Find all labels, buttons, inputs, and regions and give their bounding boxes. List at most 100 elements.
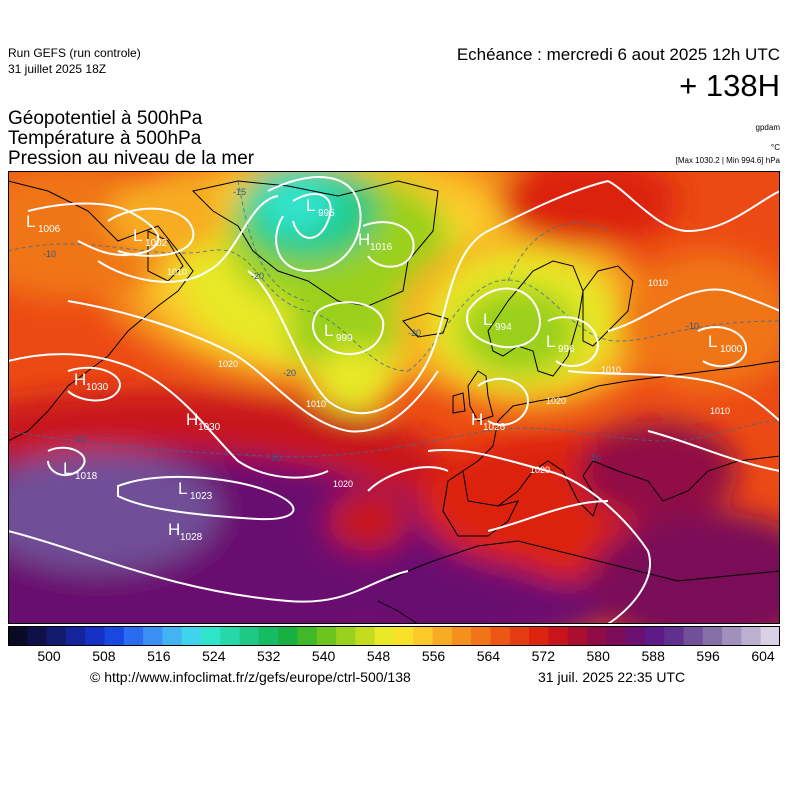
colorbar-swatch <box>201 626 221 646</box>
center-value: 1028 <box>180 532 203 543</box>
center-type: H <box>74 370 86 389</box>
center-value: 1000 <box>720 344 743 355</box>
colorbar-swatch <box>8 626 28 646</box>
center-type: L <box>26 212 35 231</box>
coastlines <box>8 180 780 624</box>
colorbar-swatch <box>104 626 125 646</box>
colorbar-swatch <box>606 626 626 646</box>
isotherm-label: -10 <box>686 321 699 331</box>
isotherm-labels: -15 -20 -20 -20 -10 -10 -10 -10 -10 <box>43 187 699 463</box>
colorbar-swatch <box>181 626 202 646</box>
isotherm-label: -15 <box>233 187 246 197</box>
colorbar-tick-label: 532 <box>257 648 281 664</box>
center-value: 1006 <box>38 224 61 235</box>
weather-map: L 1006 L 1002 L 995 H 1016 L 999 L 994 L 996 L1… <box>8 171 780 624</box>
unit-temperature: °C <box>771 143 780 152</box>
unit-pressure-range: [Max 1030.2 | Min 994.6] hPa <box>675 156 780 165</box>
colorbar-swatch <box>529 626 549 646</box>
center-value: 995 <box>318 208 335 219</box>
colorbar-swatch <box>239 626 260 646</box>
isobar-label: 1010 <box>601 365 621 375</box>
colorbar-swatch <box>65 626 86 646</box>
colorbar-tick-label: 524 <box>202 648 226 664</box>
isobar-label: 1020 <box>218 359 238 369</box>
colorbar-tick-label: 556 <box>421 648 446 664</box>
colorbar-swatch <box>220 626 240 646</box>
colorbar-swatch <box>587 626 607 646</box>
isobar-label: 1010 <box>306 399 326 409</box>
center-value: 1030 <box>198 422 221 433</box>
colorbar-swatch <box>162 626 183 646</box>
colorbar-swatch <box>760 626 780 646</box>
colorbar-swatch <box>143 626 163 646</box>
pressure-center: L 994 <box>483 310 512 333</box>
isobar-label: 1020 <box>530 465 550 475</box>
colorbar-swatch <box>722 626 742 646</box>
center-value: 1023 <box>190 491 213 502</box>
colorbar-swatch <box>548 626 569 646</box>
center-value: 1026 <box>483 422 506 433</box>
isobar-label: 1020 <box>546 396 566 406</box>
parameter-temperature: Température à 500hPa <box>8 128 202 149</box>
isotherms <box>8 180 780 458</box>
center-type: L <box>708 332 717 351</box>
pressure-center: L 1006 <box>26 212 61 235</box>
isobar-label: 1010 <box>710 406 730 416</box>
colorbar-swatch <box>432 626 453 646</box>
pressure-center: H 1016 <box>358 230 393 253</box>
colorbar-swatch <box>664 626 684 646</box>
colorbar-swatch <box>297 626 318 646</box>
colorbar <box>8 626 780 646</box>
colorbar-swatch <box>471 626 491 646</box>
center-type: L <box>178 479 187 498</box>
center-type: L <box>63 459 72 478</box>
colorbar-tick-label: 564 <box>476 648 501 664</box>
center-value: 1002 <box>145 238 168 249</box>
colorbar-swatch <box>741 626 762 646</box>
colorbar-swatch <box>46 626 67 646</box>
center-value: 994 <box>495 322 512 333</box>
colorbar-tick-label: 516 <box>147 648 171 664</box>
pressure-center: L 996 <box>546 332 575 355</box>
colorbar-swatch <box>683 626 704 646</box>
forecast-valid-time: Echéance : mercredi 6 aout 2025 12h UTC <box>456 45 780 64</box>
center-type: H <box>471 410 483 429</box>
center-type: L <box>483 310 492 329</box>
pressure-center: H 1030 <box>74 370 109 393</box>
isotherm-label: -20 <box>283 368 296 378</box>
colorbar-tick-label: 500 <box>37 648 61 664</box>
colorbar-tick-label: 572 <box>531 648 555 664</box>
colorbar-swatch <box>355 626 376 646</box>
center-type: L <box>546 332 555 351</box>
isotherm-label: -20 <box>251 271 264 281</box>
center-type: L <box>306 196 315 215</box>
colorbar-tick-label: 548 <box>366 648 391 664</box>
colorbar-swatch <box>451 626 472 646</box>
pressure-center: L 995 <box>306 196 335 219</box>
lead-time: + 138H <box>679 68 780 103</box>
colorbar-tick-label: 604 <box>751 648 775 664</box>
colorbar-swatch <box>490 626 511 646</box>
pressure-center: L 1002 <box>133 226 168 249</box>
center-type: L <box>324 321 333 340</box>
center-value: 999 <box>336 333 353 344</box>
isotherm-label: -10 <box>73 434 86 444</box>
pressure-center: L 1018 <box>63 459 98 482</box>
run-title: Run GEFS (run controle) <box>8 46 141 60</box>
colorbar-swatch <box>27 626 47 646</box>
isotherm-label: -20 <box>408 328 421 338</box>
colorbar-swatch <box>644 626 665 646</box>
colorbar-ticks: 500 508 516 524 532 540 548 556 564 572 580 588 596 6… <box>0 648 788 668</box>
isobar-labels: 1010 1020 1010 1010 1020 1010 1020 1020 … <box>167 267 730 489</box>
colorbar-tick-label: 596 <box>696 648 720 664</box>
generation-date: 31 juil. 2025 22:35 UTC <box>538 669 686 685</box>
colorbar-swatch <box>567 626 588 646</box>
colorbar-swatch <box>394 626 414 646</box>
isobar-label: 1020 <box>333 479 353 489</box>
center-type: H <box>358 230 370 249</box>
center-value: 1030 <box>86 382 109 393</box>
colorbar-swatch <box>413 626 433 646</box>
parameter-pressure: Pression au niveau de la mer <box>8 148 255 169</box>
colorbar-swatch <box>374 626 395 646</box>
